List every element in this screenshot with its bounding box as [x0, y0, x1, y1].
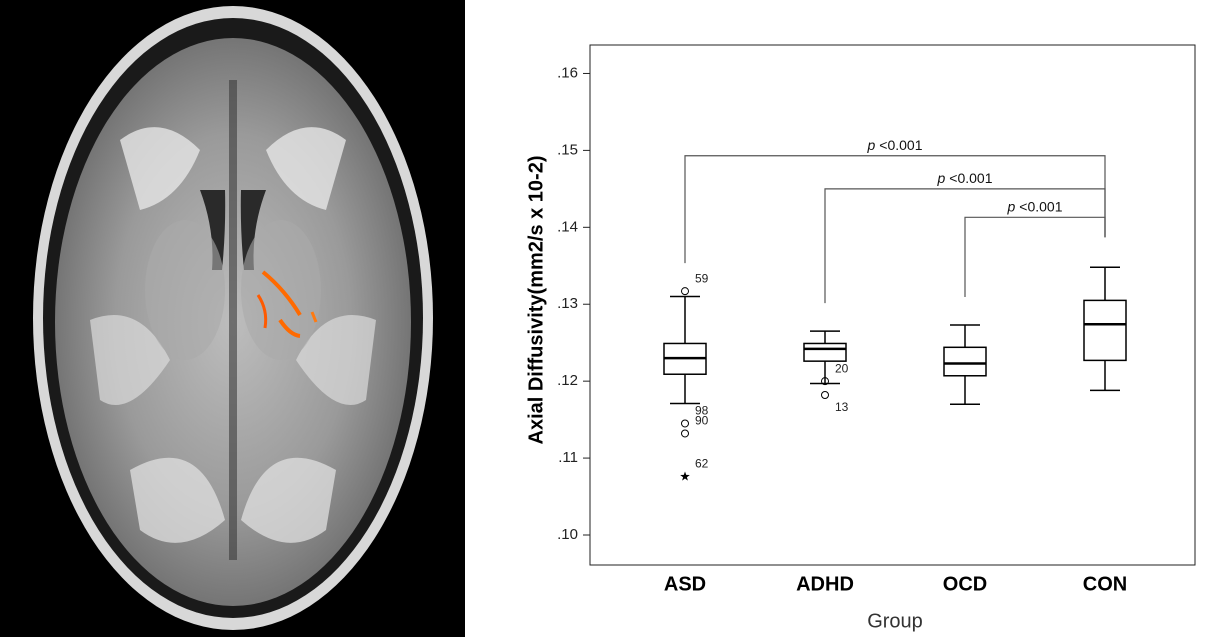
y-tick-label: .16 [557, 64, 578, 81]
significance-label: p<0.001 [936, 170, 992, 186]
outlier-label: 62 [695, 457, 709, 471]
x-tick-label: CON [1083, 573, 1127, 595]
y-tick-label: .15 [557, 141, 578, 158]
box [944, 347, 986, 375]
x-tick-label: OCD [943, 573, 987, 595]
p-value: <0.001 [879, 136, 922, 152]
significance-bracket [965, 217, 1105, 297]
x-tick-label: ADHD [796, 573, 854, 595]
outlier-label: 20 [835, 361, 849, 375]
p-value: <0.001 [1019, 198, 1062, 214]
box [804, 343, 846, 361]
significance-label: p<0.001 [1006, 198, 1062, 214]
p-symbol: p [936, 170, 945, 186]
box [1084, 300, 1126, 360]
outlier-label: 90 [695, 414, 709, 428]
y-tick-label: .14 [557, 218, 578, 235]
outlier-marker [822, 392, 829, 399]
y-tick-label: .13 [557, 295, 578, 312]
outlier-marker [682, 430, 689, 437]
p-symbol: p [866, 136, 875, 152]
outlier-marker [682, 420, 689, 427]
y-axis-title: Axial Diffusivity(mm2/s x 10-2) [525, 156, 547, 445]
figure: Axial Diffusivity(mm2/s x 10-2) Group .1… [0, 0, 1212, 637]
p-value: <0.001 [949, 170, 992, 186]
y-tick-label: .12 [557, 372, 578, 389]
outlier-marker [682, 288, 689, 295]
y-tick-label: .11 [558, 449, 578, 466]
outlier-label: 13 [835, 400, 849, 414]
brain-image [0, 0, 465, 637]
p-symbol: p [1006, 198, 1015, 214]
x-axis-title: Group [867, 610, 923, 632]
outlier-marker [680, 472, 690, 481]
x-tick-label: ASD [664, 573, 706, 595]
significance-label: p<0.001 [866, 136, 922, 152]
y-tick-label: .10 [557, 526, 578, 543]
outlier-label: 59 [695, 271, 709, 285]
